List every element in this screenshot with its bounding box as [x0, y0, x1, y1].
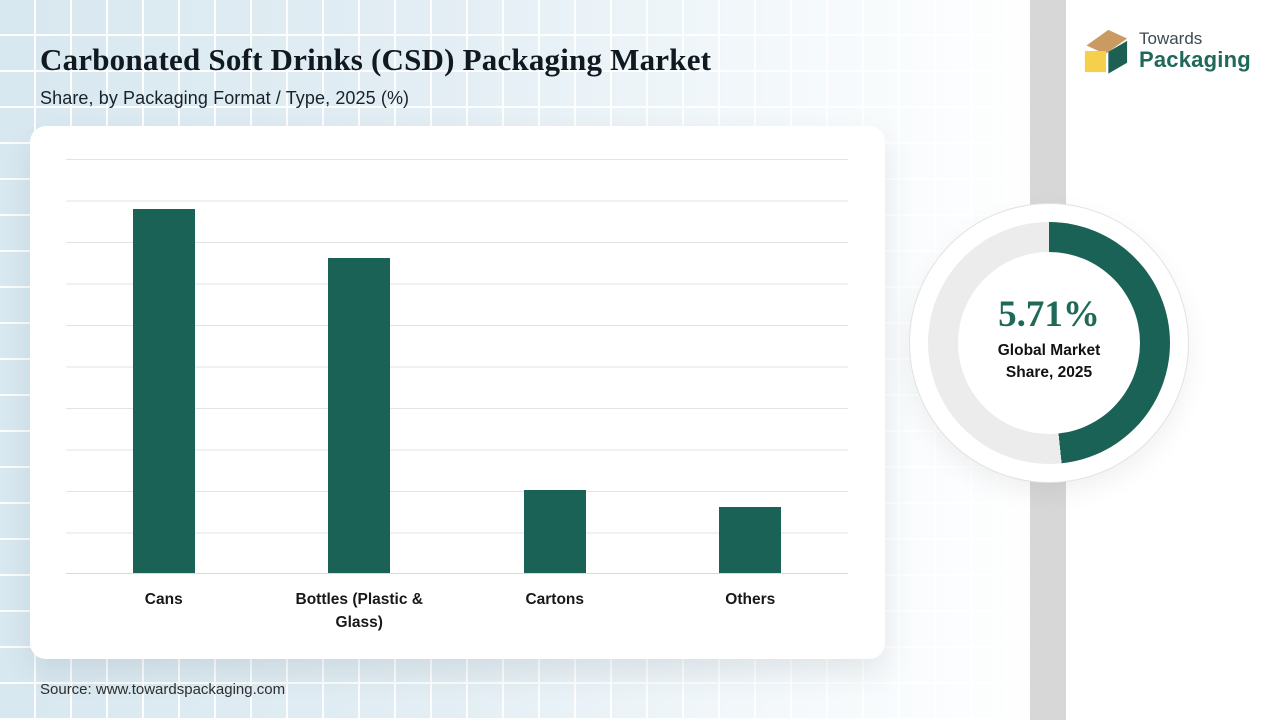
page-subtitle: Share, by Packaging Format / Type, 2025 … — [40, 88, 410, 108]
category-label-bottles: Bottles (Plastic & Glass) — [295, 591, 423, 632]
category-label-cartons: Cartons — [525, 591, 585, 608]
brand-name-line1: Towards — [1139, 28, 1203, 48]
bar-chart-plot-area — [66, 159, 848, 574]
category-label-cans: Cans — [144, 591, 183, 608]
page-title: Carbonated Soft Drinks (CSD) Packaging M… — [40, 42, 712, 77]
category-axis: Cans Bottles (Plastic & Glass) Cartons O… — [66, 588, 848, 635]
category-label-others: Others — [725, 591, 776, 608]
bar-cans — [132, 208, 195, 573]
box-cube-icon — [1084, 29, 1128, 74]
source-attribution: Source: www.towardspackaging.com — [40, 681, 286, 698]
bar-bottles — [328, 258, 391, 573]
donut-hole — [958, 252, 1140, 434]
brand-logo-text: Towards Packaging — [1139, 28, 1251, 73]
bar-column-others — [653, 159, 849, 573]
donut-value: 5.71% — [998, 293, 1100, 335]
donut-caption-line1: Global Market — [997, 341, 1101, 359]
bar-column-cans — [66, 159, 262, 573]
donut-caption: Global Market Share, 2025 — [998, 340, 1101, 383]
bar-others — [719, 506, 782, 573]
brand-logo: Towards Packaging — [1081, 24, 1251, 78]
bar-chart-card: Cans Bottles (Plastic & Glass) Cartons O… — [30, 126, 885, 659]
bar-column-bottles — [262, 159, 458, 573]
donut-chart: 5.71% Global Market Share, 2025 — [909, 203, 1189, 483]
donut-center-text: 5.71% Global Market Share, 2025 — [910, 199, 1188, 477]
brand-name-line2: Packaging — [1139, 47, 1251, 73]
donut-caption-line2: Share, 2025 — [1005, 363, 1093, 381]
bar-cartons — [523, 490, 586, 573]
bar-column-cartons — [457, 159, 653, 573]
